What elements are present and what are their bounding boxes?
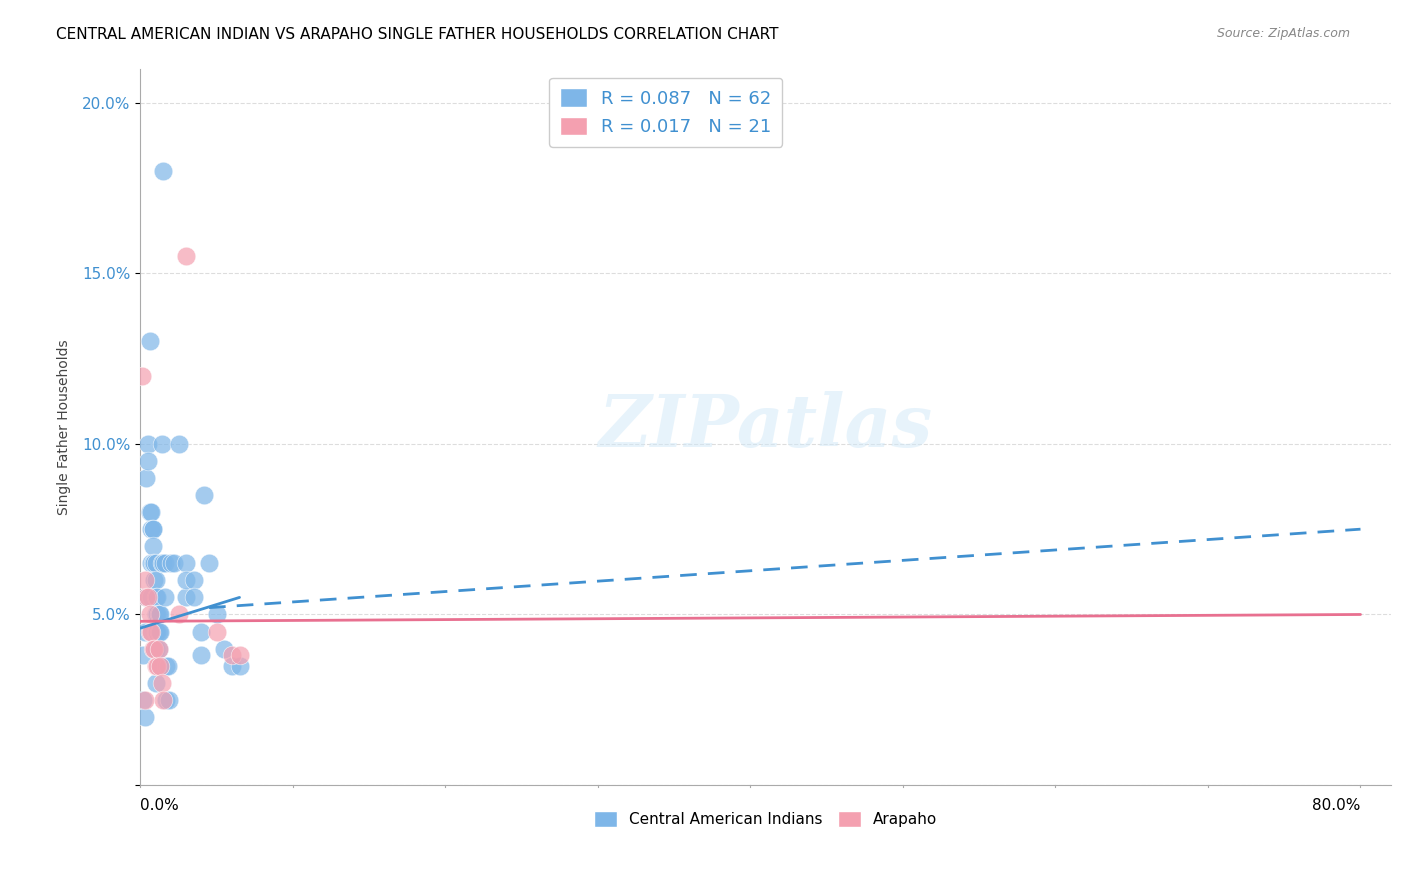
- Text: 80.0%: 80.0%: [1312, 798, 1361, 813]
- Point: [214, 641, 236, 656]
- Point: [138, 607, 160, 622]
- Point: [142, 522, 165, 536]
- Point: [143, 556, 166, 570]
- Point: [145, 641, 167, 656]
- Point: [149, 607, 172, 622]
- Point: [132, 648, 155, 663]
- Point: [145, 556, 167, 570]
- Point: [136, 591, 159, 605]
- Point: [221, 658, 243, 673]
- Legend: Central American Indians, Arapaho: Central American Indians, Arapaho: [586, 804, 945, 835]
- Text: CENTRAL AMERICAN INDIAN VS ARAPAHO SINGLE FATHER HOUSEHOLDS CORRELATION CHART: CENTRAL AMERICAN INDIAN VS ARAPAHO SINGL…: [56, 27, 779, 42]
- Point: [146, 658, 169, 673]
- Point: [145, 624, 167, 639]
- Point: [145, 591, 167, 605]
- Point: [145, 607, 167, 622]
- Point: [146, 607, 169, 622]
- Point: [134, 574, 156, 588]
- Point: [174, 556, 197, 570]
- Point: [132, 693, 155, 707]
- Point: [142, 539, 165, 553]
- Point: [146, 624, 169, 639]
- Text: Source: ZipAtlas.com: Source: ZipAtlas.com: [1216, 27, 1350, 40]
- Point: [183, 591, 205, 605]
- Point: [155, 658, 177, 673]
- Point: [152, 164, 174, 178]
- Point: [149, 624, 172, 639]
- Point: [134, 693, 156, 707]
- Text: 0.0%: 0.0%: [141, 798, 179, 813]
- Point: [193, 488, 215, 502]
- Point: [205, 624, 228, 639]
- Point: [148, 641, 170, 656]
- Point: [142, 522, 165, 536]
- Point: [134, 624, 156, 639]
- Point: [148, 624, 170, 639]
- Point: [155, 693, 177, 707]
- Point: [149, 658, 172, 673]
- Point: [135, 471, 157, 485]
- Point: [142, 641, 165, 656]
- Point: [163, 556, 186, 570]
- Point: [139, 556, 162, 570]
- Point: [139, 505, 162, 519]
- Point: [228, 658, 250, 673]
- Point: [139, 624, 162, 639]
- Point: [150, 437, 173, 451]
- Point: [143, 574, 166, 588]
- Point: [153, 591, 176, 605]
- Point: [138, 505, 160, 519]
- Y-axis label: Single Father Households: Single Father Households: [58, 339, 72, 515]
- Text: ZIPatlas: ZIPatlas: [599, 392, 932, 462]
- Point: [134, 710, 156, 724]
- Point: [190, 624, 212, 639]
- Point: [138, 624, 160, 639]
- Point: [150, 675, 173, 690]
- Point: [183, 574, 205, 588]
- Point: [190, 648, 212, 663]
- Point: [167, 607, 190, 622]
- Point: [152, 693, 174, 707]
- Point: [139, 591, 162, 605]
- Point: [146, 591, 169, 605]
- Point: [156, 658, 179, 673]
- Point: [145, 658, 167, 673]
- Point: [160, 556, 183, 570]
- Point: [174, 249, 197, 263]
- Point: [153, 556, 176, 570]
- Point: [167, 437, 190, 451]
- Point: [145, 675, 167, 690]
- Point: [139, 522, 162, 536]
- Point: [145, 574, 167, 588]
- Point: [143, 641, 166, 656]
- Point: [148, 641, 170, 656]
- Point: [148, 607, 170, 622]
- Point: [138, 334, 160, 349]
- Point: [228, 648, 250, 663]
- Point: [148, 658, 170, 673]
- Point: [150, 556, 173, 570]
- Point: [152, 556, 174, 570]
- Point: [174, 574, 197, 588]
- Point: [205, 607, 228, 622]
- Point: [142, 556, 165, 570]
- Point: [131, 368, 153, 383]
- Point: [136, 454, 159, 468]
- Point: [198, 556, 221, 570]
- Point: [135, 591, 157, 605]
- Point: [136, 437, 159, 451]
- Point: [157, 693, 180, 707]
- Point: [174, 591, 197, 605]
- Point: [135, 591, 157, 605]
- Point: [221, 648, 243, 663]
